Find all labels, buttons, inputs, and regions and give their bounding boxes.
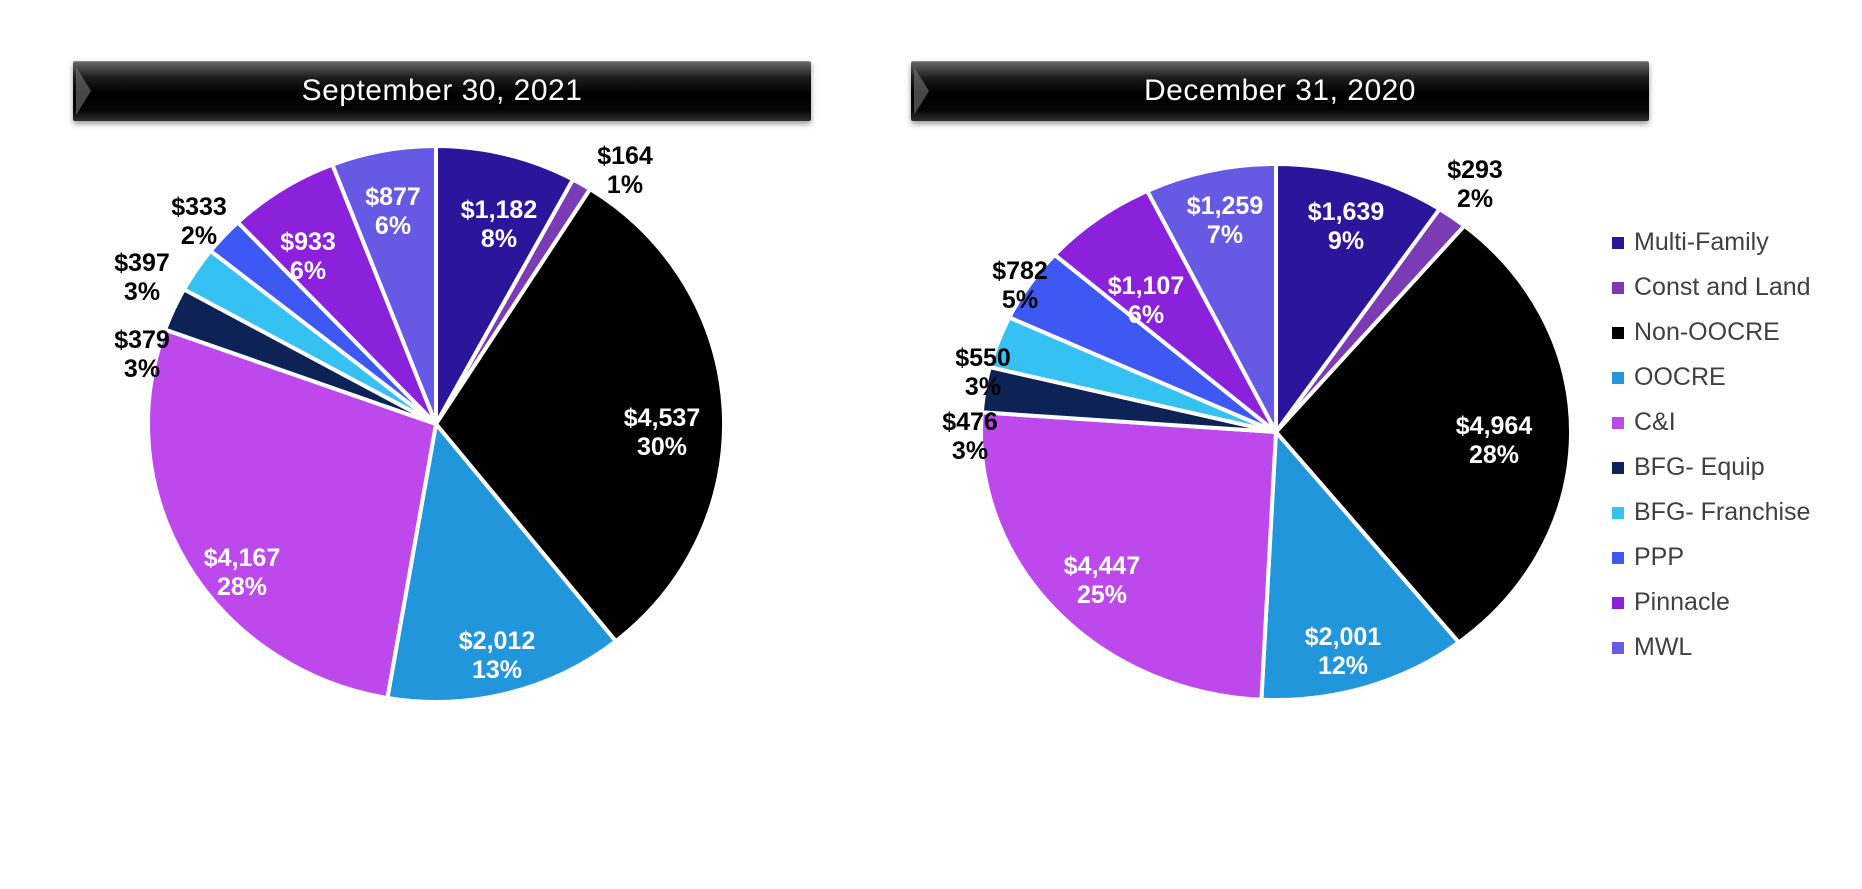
slice-label-c-i: $4,447 25% (1064, 552, 1140, 609)
legend-color-swatch (1612, 416, 1624, 429)
legend: Multi-Family Const and Land Non-OOCRE OOCRE… (1612, 220, 1811, 670)
legend-label: BFG- Franchise (1634, 498, 1811, 526)
legend-item-c-i: C&I (1612, 400, 1811, 445)
chart-title-right: December 31, 2020 (1144, 74, 1416, 107)
slice-label-c-i: $4,167 28% (204, 544, 280, 601)
pie-slice-multi-family (1274, 162, 1442, 434)
legend-item-non-oocre: Non-OOCRE (1612, 310, 1811, 355)
pie-slice-oocre (1259, 430, 1461, 703)
legend-color-swatch (1612, 641, 1624, 654)
legend-item-bfg-equip: BFG- Equip (1612, 445, 1811, 490)
legend-item-pinnacle: Pinnacle (1612, 580, 1811, 625)
slice-label-bfg-franchise: $550 3% (955, 344, 1011, 401)
pie-chart-december-31-2020: $1,639 9% $293 2% $4,964 28% $2,001 12% $4,447 25… (942, 156, 1573, 703)
legend-item-multi-family: Multi-Family (1612, 220, 1811, 265)
slice-label-non-oocre: $4,537 30% (624, 404, 700, 461)
slice-label-ppp: $782 5% (992, 257, 1048, 314)
legend-item-oocre: OOCRE (1612, 355, 1811, 400)
slice-label-mwl: $877 6% (365, 183, 421, 240)
slice-label-oocre: $2,012 13% (459, 627, 535, 684)
slice-label-ppp: $333 2% (171, 193, 227, 250)
legend-label: C&I (1634, 408, 1676, 436)
pie-slice-c-i (979, 410, 1278, 702)
pie-slice-mwl (1145, 162, 1278, 434)
legend-color-swatch (1612, 461, 1624, 474)
legend-color-swatch (1612, 596, 1624, 609)
legend-item-mwl: MWL (1612, 625, 1811, 670)
legend-label: Const and Land (1634, 273, 1811, 301)
pie-slice-mwl (330, 144, 438, 426)
slice-label-pinnacle: $1,107 6% (1108, 272, 1184, 329)
legend-color-swatch (1612, 281, 1624, 294)
slice-label-const-and-land: $293 2% (1447, 156, 1503, 213)
pie-slice-pinnacle (1052, 188, 1278, 434)
legend-color-swatch (1612, 551, 1624, 564)
legend-color-swatch (1612, 326, 1624, 339)
legend-label: Pinnacle (1634, 588, 1730, 616)
pie-slice-non-oocre (1274, 223, 1573, 645)
slice-label-const-and-land: $164 1% (597, 142, 653, 199)
slice-label-bfg-equip: $476 3% (942, 408, 998, 465)
slice-label-pinnacle: $933 6% (280, 228, 336, 285)
slice-label-non-oocre: $4,964 28% (1456, 412, 1533, 469)
pie-slice-oocre (385, 422, 618, 704)
legend-color-swatch (1612, 236, 1624, 249)
pie-slice-multi-family (434, 144, 575, 426)
chart-title-bar-left: September 30, 2021 (73, 61, 811, 121)
legend-label: OOCRE (1634, 363, 1726, 391)
pie-slice-non-oocre (434, 187, 727, 644)
pie-slice-c-i (145, 327, 438, 700)
legend-color-swatch (1612, 371, 1624, 384)
slice-label-multi-family: $1,639 9% (1308, 198, 1384, 255)
slice-label-bfg-franchise: $397 3% (114, 249, 170, 306)
legend-label: Non-OOCRE (1634, 318, 1780, 346)
legend-label: MWL (1634, 633, 1693, 661)
slice-label-multi-family: $1,182 8% (461, 196, 537, 253)
slice-label-oocre: $2,001 12% (1305, 623, 1382, 680)
legend-item-bfg-franchise: BFG- Franchise (1612, 490, 1811, 535)
legend-item-ppp: PPP (1612, 535, 1811, 580)
chart-title-left: September 30, 2021 (301, 74, 583, 107)
chart-title-bar-right: December 31, 2020 (911, 61, 1649, 121)
legend-item-const-and-land: Const and Land (1612, 265, 1811, 310)
legend-label: Multi-Family (1634, 228, 1769, 256)
legend-label: BFG- Equip (1634, 453, 1765, 481)
slice-label-bfg-equip: $379 3% (114, 326, 170, 383)
pie-chart-september-30-2021: $1,182 8% $164 1% $4,537 30% $2,012 13% $4,167 28… (114, 142, 727, 704)
legend-label: PPP (1634, 543, 1685, 571)
legend-color-swatch (1612, 506, 1624, 519)
slice-label-mwl: $1,259 7% (1187, 192, 1263, 249)
